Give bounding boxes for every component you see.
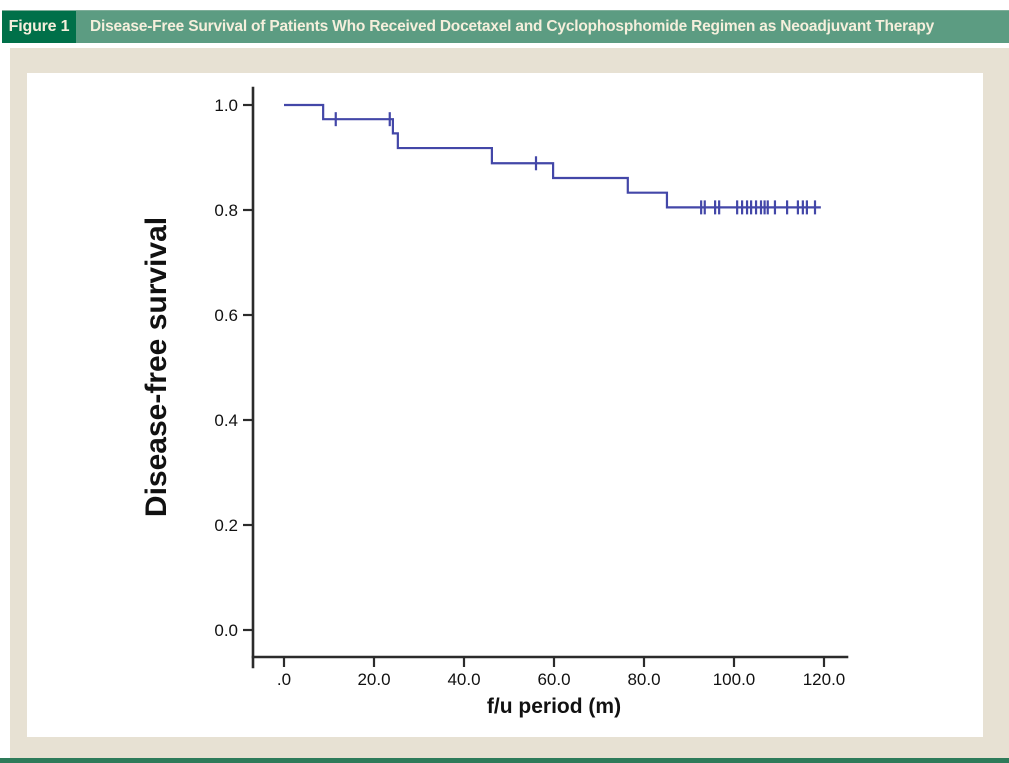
y-axis-tick-label: 1.0	[214, 96, 238, 115]
y-axis-tick-label: 0.4	[214, 411, 238, 430]
bottom-rule	[0, 758, 1009, 763]
figure-header: Figure 1 Disease-Free Survival of Patien…	[2, 10, 1009, 43]
x-axis-tick-label: 40.0	[447, 670, 480, 689]
x-axis-title: f/u period (m)	[487, 695, 621, 718]
x-axis-tick-label: 80.0	[627, 670, 660, 689]
x-axis-tick-label: 120.0	[803, 670, 846, 689]
x-axis-tick-label: 100.0	[713, 670, 756, 689]
survival-curve	[284, 103, 821, 209]
y-axis-title: Disease-free survival	[140, 217, 173, 517]
km-chart-generated: .0 20.0 40.0 60.0 80.0 100.0 120.0 1.0 0.8 0.6 0.4…	[214, 86, 849, 689]
x-axis-tick-label: 60.0	[537, 670, 570, 689]
figure-body-panel: .0 20.0 40.0 60.0 80.0 100.0 120.0 1.0 0.8 0.6 0.4…	[10, 48, 1009, 758]
km-chart-svg: .0 20.0 40.0 60.0 80.0 100.0 120.0 1.0 0.8 0.6 0.4…	[140, 86, 849, 718]
y-axis-tick-label: 0.0	[214, 621, 238, 640]
x-axis-tick-label: .0	[277, 670, 291, 689]
figure-title: Disease-Free Survival of Patients Who Re…	[76, 11, 1009, 43]
figure-number-label: Figure 1	[2, 11, 76, 43]
km-chart-panel: .0 20.0 40.0 60.0 80.0 100.0 120.0 1.0 0.8 0.6 0.4…	[27, 73, 983, 737]
x-axis-tick-label: 20.0	[357, 670, 390, 689]
y-axis-tick-label: 0.2	[214, 516, 238, 535]
y-axis-tick-label: 0.8	[214, 201, 238, 220]
y-axis-tick-label: 0.6	[214, 306, 238, 325]
